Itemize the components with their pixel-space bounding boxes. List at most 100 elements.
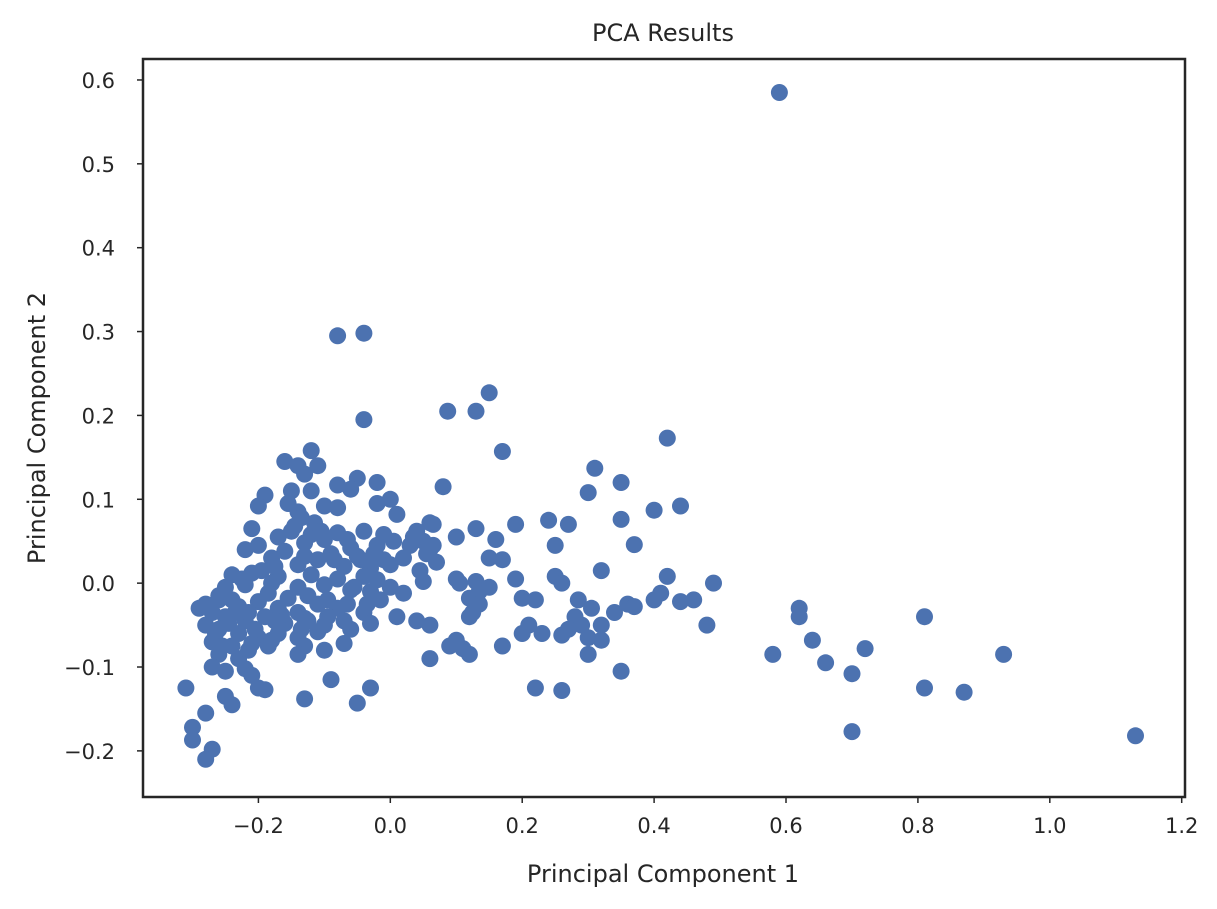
data-point: [302, 482, 320, 500]
data-point: [276, 453, 294, 470]
x-axis-ticks: −0.2 0.0 0.2 0.4 0.6 0.8 1.0 1.2: [233, 797, 1198, 838]
data-point: [569, 591, 587, 609]
data-point: [322, 671, 340, 689]
data-point: [371, 591, 389, 609]
data-point: [355, 411, 373, 429]
data-point: [685, 591, 703, 609]
data-point: [223, 696, 241, 714]
data-point: [177, 679, 195, 697]
data-point: [289, 556, 307, 574]
data-point: [299, 587, 317, 605]
data-point: [329, 476, 347, 494]
x-axis-label: Principal Component 1: [527, 860, 799, 888]
data-point: [843, 665, 861, 683]
chart-title: PCA Results: [592, 19, 734, 47]
data-point: [764, 645, 782, 663]
data-point: [464, 604, 482, 621]
data-point: [197, 750, 215, 768]
data-point: [395, 549, 412, 567]
data-point: [279, 589, 297, 607]
data-point: [240, 604, 257, 621]
x-tick-label: 1.0: [1033, 814, 1066, 838]
data-point: [203, 658, 221, 676]
y-tick-label: 0.6: [82, 69, 115, 93]
data-point: [592, 631, 610, 649]
data-point: [487, 531, 505, 548]
data-point: [470, 583, 488, 600]
data-point: [184, 718, 201, 736]
y-tick-label: 0.1: [82, 488, 115, 512]
data-point: [240, 641, 257, 659]
data-point: [533, 625, 551, 642]
y-tick-label: −0.2: [64, 740, 115, 764]
data-point: [421, 616, 439, 634]
data-point: [513, 589, 531, 607]
data-point: [526, 591, 544, 609]
data-point: [207, 625, 224, 642]
data-point: [579, 629, 597, 647]
data-point: [355, 522, 373, 540]
data-point: [592, 616, 610, 634]
data-point: [404, 528, 422, 546]
data-point: [424, 536, 442, 554]
data-point: [385, 532, 403, 550]
data-point: [253, 562, 271, 580]
data-point: [184, 731, 201, 749]
data-point: [388, 505, 406, 523]
data-point: [352, 551, 370, 569]
data-point: [368, 474, 386, 491]
data-point: [213, 637, 231, 655]
data-point: [520, 616, 538, 634]
data-point: [672, 593, 689, 611]
data-point: [770, 84, 788, 101]
data-point: [612, 662, 630, 680]
data-point: [216, 662, 234, 680]
data-point: [658, 429, 676, 447]
data-point: [507, 515, 525, 533]
data-point: [249, 536, 267, 554]
data-point: [315, 641, 333, 659]
data-point: [315, 497, 333, 515]
y-axis-label: Principal Component 2: [23, 292, 51, 564]
data-point: [266, 557, 284, 575]
data-point: [296, 690, 314, 708]
data-point: [573, 616, 591, 634]
data-point: [269, 528, 287, 546]
data-point: [460, 645, 478, 663]
data-point: [625, 536, 643, 554]
data-point: [319, 591, 337, 609]
data-point: [259, 637, 277, 655]
data-point: [233, 570, 251, 588]
data-point: [424, 515, 442, 533]
x-tick-label: 0.0: [374, 814, 407, 838]
data-point: [395, 584, 412, 602]
data-point: [817, 654, 835, 672]
data-point: [526, 679, 544, 697]
data-point: [493, 637, 511, 655]
data-point: [312, 522, 330, 540]
data-point: [296, 465, 314, 483]
data-point: [803, 631, 821, 649]
data-point: [319, 608, 337, 626]
data-point: [362, 679, 379, 697]
data-point: [368, 495, 386, 512]
data-point: [289, 645, 307, 663]
data-point: [226, 604, 244, 621]
data-point: [493, 551, 511, 569]
data-point: [579, 484, 597, 502]
data-point: [540, 511, 558, 529]
x-tick-label: 0.2: [506, 814, 539, 838]
data-point: [411, 562, 429, 580]
data-point: [302, 442, 320, 460]
y-tick-label: 0.5: [82, 153, 115, 177]
data-point: [203, 604, 221, 621]
data-point: [381, 490, 399, 508]
data-point: [338, 595, 356, 613]
y-tick-label: 0.3: [82, 321, 115, 345]
data-point: [309, 457, 327, 475]
data-point: [190, 599, 208, 617]
data-point: [553, 574, 571, 592]
data-point: [355, 567, 373, 585]
data-point: [249, 497, 267, 515]
